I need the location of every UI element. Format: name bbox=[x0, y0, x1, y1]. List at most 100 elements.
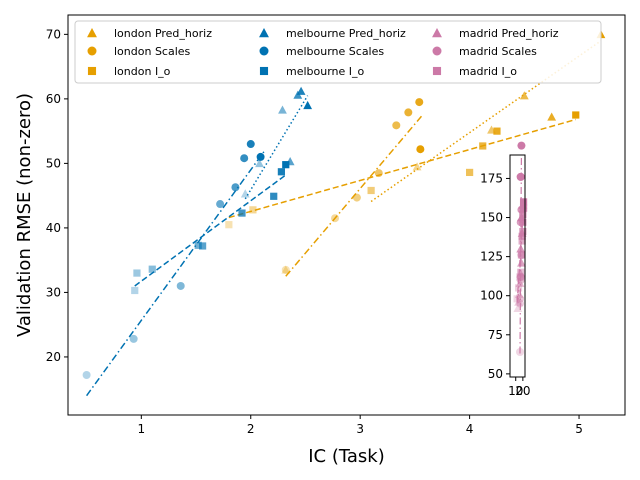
inset-x-tick-label: 20 bbox=[515, 384, 530, 398]
legend-marker bbox=[87, 46, 97, 56]
fit-line bbox=[85, 151, 265, 397]
data-point bbox=[246, 140, 255, 149]
data-point bbox=[240, 189, 250, 198]
x-tick-label: 5 bbox=[575, 422, 583, 436]
x-tick-label: 1 bbox=[137, 422, 145, 436]
inset-data-point bbox=[514, 284, 523, 292]
data-point bbox=[352, 193, 361, 202]
legend-entry: melbourne Scales bbox=[259, 45, 384, 58]
y-tick-label: 30 bbox=[46, 285, 61, 299]
data-point bbox=[331, 214, 340, 223]
data-point bbox=[303, 100, 313, 110]
inset-data-point bbox=[517, 251, 526, 259]
main-plot-area: 1 2 3 4 5 20 30 40 50 60 70 IC (Task) Validation RMS… bbox=[14, 14, 626, 467]
legend-entry: madrid Scales bbox=[432, 45, 537, 58]
data-point bbox=[519, 91, 529, 100]
inset-data-point bbox=[513, 295, 521, 303]
data-point bbox=[367, 186, 375, 195]
legend-label: london Scales bbox=[114, 45, 191, 58]
legend-entry: london I_o bbox=[87, 65, 171, 78]
inset-y-tick-label: 150 bbox=[480, 211, 503, 225]
x-tick-label: 2 bbox=[247, 422, 255, 436]
series-melbourne-i_o bbox=[131, 161, 290, 295]
data-point bbox=[176, 281, 185, 290]
data-point bbox=[416, 145, 425, 154]
data-point bbox=[225, 221, 233, 229]
inset-y-tick-label: 125 bbox=[480, 250, 503, 264]
data-point bbox=[238, 209, 246, 217]
data-point bbox=[281, 265, 290, 274]
legend-label: melbourne Pred_horiz bbox=[286, 27, 406, 40]
data-point bbox=[255, 158, 264, 168]
inset-data-point bbox=[518, 232, 526, 240]
x-axis-label: IC (Task) bbox=[308, 446, 385, 467]
legend-marker bbox=[259, 46, 269, 56]
main-axes-frame bbox=[67, 14, 626, 416]
data-point bbox=[256, 152, 265, 161]
data-point bbox=[249, 206, 257, 214]
legend-label: london Pred_horiz bbox=[114, 27, 212, 40]
inset-data-point bbox=[514, 289, 524, 298]
y-tick-label: 40 bbox=[46, 221, 61, 235]
legend-marker bbox=[432, 46, 442, 56]
legend-marker bbox=[87, 28, 97, 38]
inset-fit-line bbox=[519, 154, 523, 354]
inset-data-point bbox=[516, 273, 524, 281]
inset-data-point bbox=[519, 218, 527, 226]
series-melbourne-scales bbox=[82, 140, 265, 397]
legend-entry: madrid I_o bbox=[432, 65, 517, 78]
y-axis-label: Validation RMSE (non-zero) bbox=[14, 93, 35, 337]
y-tick-label: 20 bbox=[46, 350, 61, 364]
legend-label: madrid I_o bbox=[459, 65, 517, 78]
legend-marker bbox=[259, 28, 269, 38]
inset-data-point bbox=[519, 210, 527, 219]
data-point bbox=[194, 241, 202, 249]
data-point bbox=[282, 161, 290, 169]
legend-label: london I_o bbox=[114, 65, 171, 78]
inset-data-point bbox=[518, 237, 526, 245]
series-london-i_o bbox=[225, 111, 580, 229]
data-point bbox=[572, 111, 580, 119]
legend-marker bbox=[432, 66, 442, 76]
legend-marker bbox=[87, 66, 97, 76]
legend-label: madrid Pred_horiz bbox=[459, 27, 559, 40]
legend-marker bbox=[259, 66, 269, 76]
legend-entry: london Pred_horiz bbox=[87, 27, 212, 40]
data-point bbox=[198, 242, 207, 250]
data-point bbox=[404, 108, 413, 117]
inset-data-point bbox=[519, 228, 527, 236]
inset-data-point bbox=[519, 198, 528, 206]
data-point bbox=[148, 265, 156, 273]
inset-data-point bbox=[516, 172, 525, 181]
data-point bbox=[278, 105, 287, 114]
fit-line bbox=[228, 118, 576, 219]
legend-entry: madrid Pred_horiz bbox=[432, 27, 559, 40]
inset-data-point bbox=[516, 347, 524, 356]
inset-x-tick-label: 10 bbox=[508, 384, 523, 398]
data-point bbox=[296, 86, 306, 95]
data-point bbox=[281, 265, 291, 274]
x-tick-label: 4 bbox=[466, 422, 474, 436]
data-point bbox=[466, 168, 474, 177]
data-point bbox=[240, 154, 249, 163]
data-point bbox=[129, 334, 138, 343]
legend: london Pred_horiz melbourne Pred_horiz mad… bbox=[74, 20, 602, 84]
data-point bbox=[415, 98, 424, 107]
inset-y-tick-label: 50 bbox=[488, 367, 503, 381]
series-melbourne-pred_horiz bbox=[240, 86, 313, 200]
data-point bbox=[216, 200, 225, 209]
legend-box bbox=[74, 20, 602, 84]
fit-line bbox=[370, 40, 602, 203]
legend-entry: melbourne I_o bbox=[259, 65, 365, 78]
data-point bbox=[392, 121, 401, 130]
inset-y-tick-label: 175 bbox=[480, 171, 503, 185]
data-point bbox=[479, 142, 487, 150]
y-tick-label: 50 bbox=[46, 156, 61, 170]
legend-marker bbox=[432, 28, 442, 38]
inset-y-tick-label: 75 bbox=[488, 328, 503, 342]
data-point bbox=[133, 269, 141, 277]
data-point bbox=[277, 168, 285, 176]
data-point bbox=[231, 183, 240, 192]
